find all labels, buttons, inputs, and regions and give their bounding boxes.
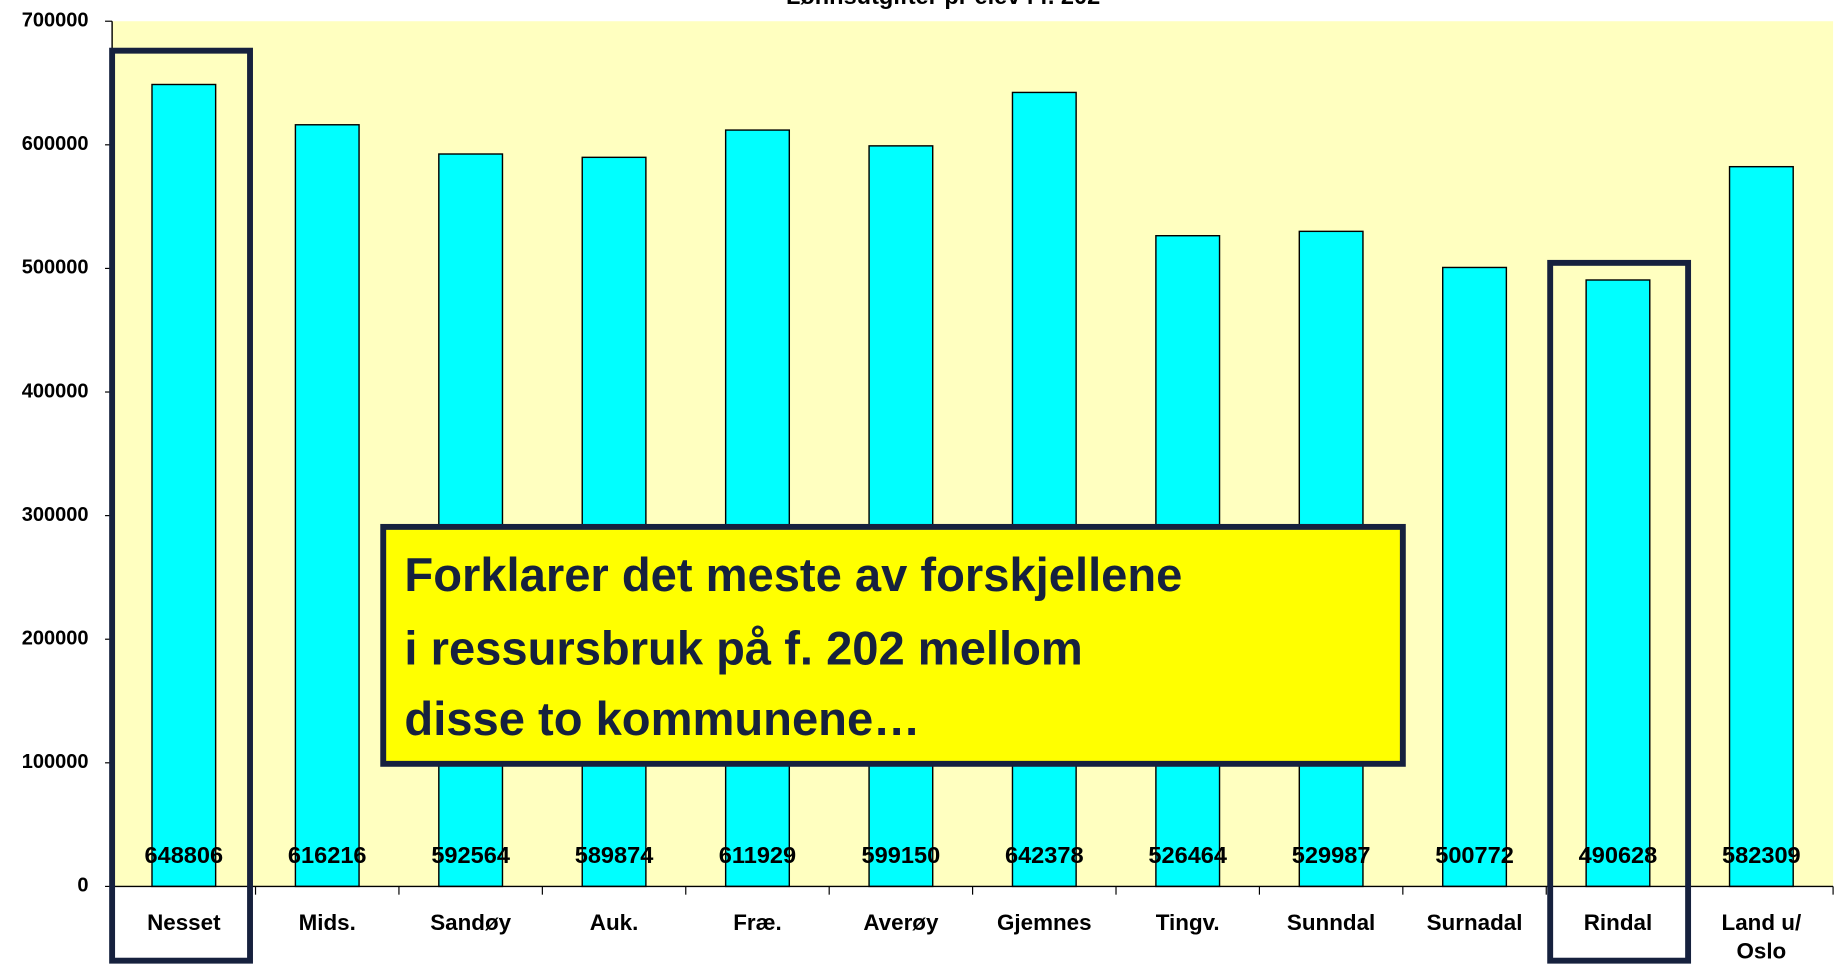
- x-tick-label: Land u/ Oslo: [1721, 911, 1802, 965]
- x-tick-label-box: Mids.: [298, 911, 356, 936]
- x-tick-label: Sunndal: [1286, 911, 1376, 936]
- value-label: 589874: [575, 842, 654, 868]
- x-tick-label-box: Nesset: [147, 911, 221, 936]
- bar: [724, 129, 791, 888]
- x-tick-label: Sandøy: [430, 911, 512, 936]
- annotation-line: i ressursbruk på f. 202 mellom: [404, 621, 1082, 674]
- y-tick-label: 400000: [22, 380, 89, 402]
- chart-title: Lønnsutgifter pr elev i f. 202: [786, 0, 1100, 9]
- y-tick-label: 100000: [22, 751, 89, 773]
- y-tick-label: 500000: [22, 257, 89, 279]
- annotation-box: [380, 523, 1406, 767]
- annotation-line: disse to kommunene…: [404, 692, 920, 745]
- x-tick-label-box: Rindal: [1583, 911, 1653, 936]
- value-label: 642378: [1005, 842, 1084, 868]
- value-label: 526464: [1148, 842, 1227, 868]
- x-tick-label: Nesset: [147, 911, 221, 936]
- value-label: 490628: [1579, 842, 1658, 868]
- bar: [1011, 91, 1077, 888]
- value-label: 648806: [145, 842, 224, 868]
- x-tick-label-box: Sunndal: [1286, 911, 1376, 936]
- value-label: 599150: [862, 842, 941, 868]
- value-label: 592564: [431, 842, 510, 868]
- y-tick-label: 200000: [22, 628, 89, 650]
- annotation-line: Forklarer det meste av forskjellene: [404, 548, 1182, 601]
- x-tick-label: Auk.: [589, 911, 639, 936]
- bar: [294, 124, 360, 888]
- x-tick-label-box: Tingv.: [1155, 911, 1220, 936]
- y-tick-label: 0: [77, 875, 88, 897]
- x-tick-label-box: Surnadal: [1426, 911, 1523, 936]
- x-tick-label-box: Land u/ Oslo: [1721, 911, 1802, 965]
- x-tick-label: Gjemnes: [996, 911, 1092, 936]
- x-tick-label: Tingv.: [1155, 911, 1220, 936]
- y-tick-label: 700000: [22, 10, 89, 32]
- bar: [151, 83, 217, 888]
- x-tick-label: Rindal: [1583, 911, 1653, 936]
- bar: [868, 145, 934, 888]
- bar: [1585, 279, 1651, 888]
- bar: [581, 156, 647, 888]
- value-label: 500772: [1435, 842, 1514, 868]
- bar: [438, 153, 504, 888]
- x-tick-label: Fræ.: [733, 911, 782, 936]
- bar: [1442, 266, 1508, 888]
- value-label: 616216: [288, 842, 367, 868]
- y-tick-label: 600000: [22, 133, 89, 155]
- value-label: 529987: [1292, 842, 1371, 868]
- x-tick-label-box: Sandøy: [430, 911, 512, 936]
- value-label: 611929: [719, 842, 796, 868]
- x-tick-label-box: Fræ.: [733, 911, 782, 936]
- bar: [1728, 165, 1794, 888]
- highlight-box: [109, 47, 253, 964]
- x-tick-label-box: Averøy: [863, 911, 939, 936]
- x-tick-label: Averøy: [863, 911, 939, 936]
- x-tick-label: Surnadal: [1426, 911, 1523, 936]
- highlight-box: [1547, 259, 1692, 964]
- x-tick-label-box: Auk.: [589, 911, 639, 936]
- x-tick-label: Mids.: [298, 911, 356, 936]
- y-tick-label: 300000: [22, 504, 89, 526]
- x-tick-label-box: Gjemnes: [996, 911, 1092, 936]
- value-label: 582309: [1722, 842, 1801, 868]
